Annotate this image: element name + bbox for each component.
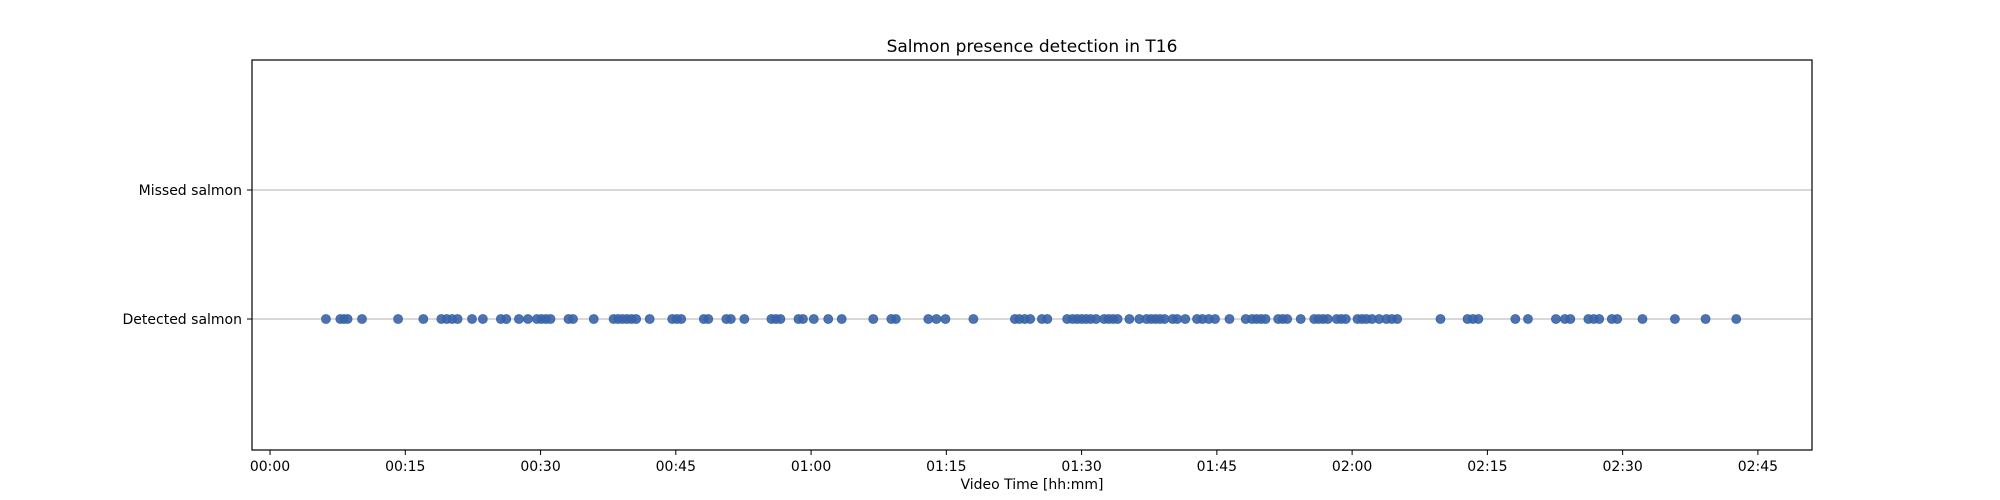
- x-tick-label: 00:00: [250, 459, 290, 475]
- chart-title: Salmon presence detection in T16: [887, 37, 1178, 57]
- data-point: [418, 314, 429, 324]
- data-point: [703, 314, 714, 324]
- data-point: [868, 314, 879, 324]
- x-tick-label: 02:30: [1602, 459, 1642, 475]
- x-tick-label: 01:45: [1197, 459, 1237, 475]
- data-point: [1224, 314, 1235, 324]
- data-point: [1612, 314, 1623, 324]
- data-point: [890, 314, 901, 324]
- y-tick-label: Missed salmon: [139, 183, 242, 199]
- data-point: [1159, 314, 1170, 324]
- y-axis: Detected salmon Missed salmon: [123, 183, 252, 328]
- data-point: [1731, 314, 1742, 324]
- data-point: [1473, 314, 1484, 324]
- data-point: [739, 314, 750, 324]
- data-point: [477, 314, 488, 324]
- data-point: [1510, 314, 1521, 324]
- data-point: [1637, 314, 1648, 324]
- data-point: [1340, 314, 1351, 324]
- data-point: [1210, 314, 1220, 324]
- x-tick-label: 02:15: [1467, 459, 1507, 475]
- data-point: [467, 314, 477, 324]
- data-point: [940, 314, 951, 324]
- x-tick-label: 02:45: [1738, 459, 1778, 475]
- data-point: [968, 314, 979, 324]
- data-point: [923, 314, 934, 324]
- data-point: [1295, 314, 1306, 324]
- x-tick-label: 01:15: [926, 459, 966, 475]
- data-point: [321, 314, 331, 324]
- y-tick-label: Detected salmon: [123, 312, 242, 328]
- data-point: [357, 314, 367, 324]
- data-point: [1322, 314, 1333, 324]
- data-point: [1670, 314, 1680, 324]
- x-axis-label: Video Time [hh:mm]: [960, 477, 1103, 493]
- x-tick-label: 00:15: [385, 459, 425, 475]
- data-point: [1435, 314, 1446, 324]
- data-point: [808, 314, 819, 324]
- data-point: [342, 314, 353, 324]
- data-point: [1523, 314, 1533, 324]
- data-point: [514, 314, 524, 324]
- data-point: [588, 314, 599, 324]
- data-points: [321, 314, 1742, 324]
- x-axis: 00:00 00:15 00:30 00:45 01:00 01:15 01:30 01:45…: [250, 450, 1778, 475]
- x-tick-label: 01:30: [1061, 459, 1101, 475]
- data-point: [568, 314, 578, 324]
- data-point: [1124, 314, 1135, 324]
- data-point: [1565, 314, 1576, 324]
- data-point: [501, 314, 512, 324]
- data-point: [1025, 314, 1036, 324]
- data-point: [1594, 314, 1605, 324]
- grid-lines: [252, 189, 1812, 320]
- data-point: [545, 314, 556, 324]
- data-point: [836, 314, 847, 324]
- plot-area: [251, 59, 1813, 451]
- data-point: [676, 314, 687, 324]
- data-point: [1282, 314, 1293, 324]
- data-point: [1180, 314, 1191, 324]
- data-point: [452, 314, 463, 324]
- data-point: [1091, 314, 1101, 324]
- data-point: [1172, 314, 1183, 324]
- data-point: [644, 314, 655, 324]
- data-point: [1392, 314, 1403, 324]
- x-tick-label: 01:00: [791, 459, 831, 475]
- data-point: [798, 314, 808, 324]
- data-point: [1260, 314, 1271, 324]
- data-point: [775, 314, 786, 324]
- x-tick-label: 02:00: [1332, 459, 1372, 475]
- data-point: [1112, 314, 1123, 324]
- data-point: [725, 314, 736, 324]
- data-point: [1551, 314, 1561, 324]
- data-point: [931, 314, 942, 324]
- data-point: [393, 314, 403, 324]
- data-point: [631, 314, 642, 324]
- data-point: [1042, 314, 1053, 324]
- data-point: [1700, 314, 1711, 324]
- x-tick-label: 00:45: [656, 459, 696, 475]
- data-point: [523, 314, 533, 324]
- data-point: [823, 314, 834, 324]
- x-tick-label: 00:30: [520, 459, 560, 475]
